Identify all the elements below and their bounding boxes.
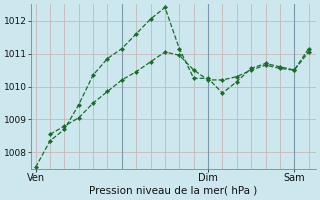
X-axis label: Pression niveau de la mer( hPa ): Pression niveau de la mer( hPa )	[90, 186, 258, 196]
